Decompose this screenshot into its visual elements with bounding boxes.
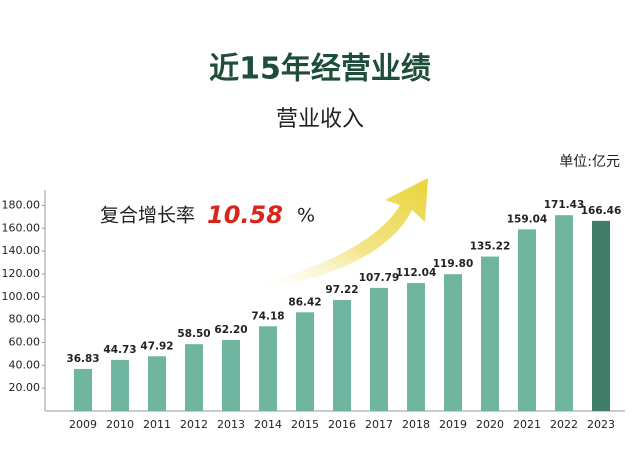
bar bbox=[444, 274, 462, 411]
x-tick-label: 2010 bbox=[106, 418, 134, 431]
y-tick-label: 20.00 bbox=[9, 381, 41, 394]
value-label: 44.73 bbox=[103, 344, 136, 356]
y-tick-label: 60.00 bbox=[9, 335, 41, 348]
chart-subtitle: 营业收入 bbox=[276, 107, 364, 132]
bar bbox=[148, 356, 166, 411]
y-tick-label: 140.00 bbox=[2, 244, 41, 257]
y-tick-label: 120.00 bbox=[2, 267, 41, 280]
value-label: 107.79 bbox=[359, 272, 400, 284]
bar bbox=[185, 344, 203, 411]
x-tick-label: 2009 bbox=[69, 418, 97, 431]
x-tick-label: 2011 bbox=[143, 418, 171, 431]
x-tick-label: 2018 bbox=[402, 418, 430, 431]
annotation-suffix: % bbox=[297, 205, 315, 227]
bar bbox=[592, 220, 610, 411]
chart-title: 近15年经营业绩 bbox=[209, 52, 431, 87]
value-label: 62.20 bbox=[214, 324, 247, 336]
bar bbox=[555, 215, 573, 411]
bar bbox=[296, 312, 314, 411]
value-label: 97.22 bbox=[325, 284, 358, 296]
y-tick-label: 40.00 bbox=[9, 358, 41, 371]
annotation-rate: 10.58 bbox=[207, 201, 283, 229]
bar bbox=[259, 326, 277, 411]
y-tick-label: 160.00 bbox=[2, 221, 41, 234]
bar bbox=[222, 339, 240, 411]
y-tick-label: 180.00 bbox=[2, 198, 41, 211]
bar bbox=[518, 229, 536, 411]
bar bbox=[333, 299, 351, 411]
x-tick-label: 2023 bbox=[587, 418, 615, 431]
x-tick-label: 2019 bbox=[439, 418, 467, 431]
x-tick-label: 2012 bbox=[180, 418, 208, 431]
bar bbox=[74, 368, 92, 411]
x-tick-label: 2022 bbox=[550, 418, 578, 431]
x-tick-label: 2017 bbox=[365, 418, 393, 431]
x-tick-label: 2020 bbox=[476, 418, 504, 431]
value-label: 171.43 bbox=[544, 199, 585, 211]
value-label: 135.22 bbox=[470, 241, 511, 253]
y-tick-label: 100.00 bbox=[2, 290, 41, 303]
x-tick-label: 2014 bbox=[254, 418, 282, 431]
value-label: 58.50 bbox=[177, 328, 210, 340]
growth-arrow bbox=[240, 178, 428, 290]
x-tick-label: 2016 bbox=[328, 418, 356, 431]
x-tick-label: 2021 bbox=[513, 418, 541, 431]
bar bbox=[481, 256, 499, 411]
bar bbox=[370, 287, 388, 411]
value-label: 74.18 bbox=[251, 310, 284, 322]
y-tick-label: 80.00 bbox=[9, 313, 41, 326]
bar bbox=[111, 359, 129, 411]
bar bbox=[407, 283, 425, 411]
value-label: 36.83 bbox=[66, 353, 99, 365]
annotation-prefix: 复合增长率 bbox=[100, 205, 195, 227]
value-label: 119.80 bbox=[433, 258, 474, 270]
value-label: 159.04 bbox=[507, 213, 548, 225]
value-label: 86.42 bbox=[288, 296, 321, 308]
x-tick-label: 2015 bbox=[291, 418, 319, 431]
value-label: 166.46 bbox=[581, 205, 622, 217]
value-label: 47.92 bbox=[140, 340, 173, 352]
x-tick-label: 2013 bbox=[217, 418, 245, 431]
value-label: 112.04 bbox=[396, 267, 437, 279]
unit-label: 单位:亿元 bbox=[559, 154, 620, 170]
